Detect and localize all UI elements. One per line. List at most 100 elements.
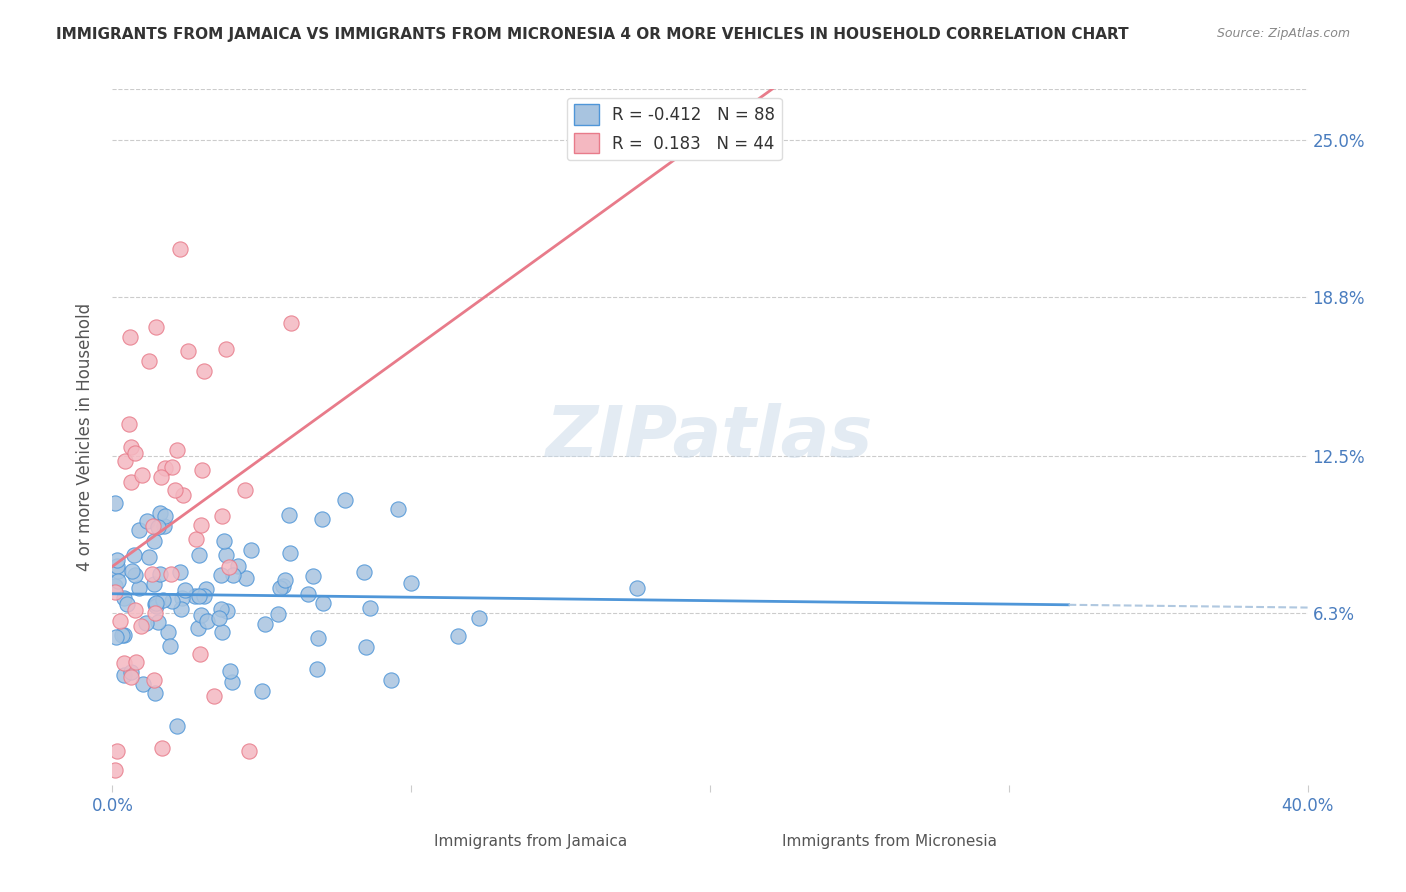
Point	[142, 576, 165, 591]
Point	[120, 670, 142, 684]
Point	[104, 763, 127, 777]
Point	[297, 587, 319, 601]
Point	[157, 624, 180, 639]
Point	[184, 532, 207, 546]
Point	[218, 560, 240, 574]
Point	[152, 592, 174, 607]
Point	[190, 647, 212, 661]
Point	[166, 719, 188, 733]
Point	[160, 460, 183, 475]
Point	[212, 534, 235, 549]
Point	[104, 496, 127, 510]
Point	[269, 581, 291, 595]
Point	[217, 604, 239, 618]
Text: Source: ZipAtlas.com: Source: ZipAtlas.com	[1216, 27, 1350, 40]
Point	[112, 591, 135, 606]
Point	[142, 519, 165, 533]
Point	[254, 616, 277, 631]
Point	[142, 673, 165, 688]
Point	[105, 558, 128, 573]
Point	[160, 593, 183, 607]
Point	[107, 574, 129, 588]
Point	[174, 583, 197, 598]
Point	[301, 568, 323, 582]
Point	[239, 542, 262, 557]
Y-axis label: 4 or more Vehicles in Household: 4 or more Vehicles in Household	[76, 303, 94, 571]
Point	[312, 596, 335, 610]
Point	[215, 548, 238, 562]
Point	[468, 611, 491, 625]
Point	[193, 590, 215, 604]
Point	[169, 242, 191, 256]
Point	[143, 685, 166, 699]
Point	[128, 581, 150, 595]
FancyBboxPatch shape	[447, 834, 477, 851]
Point	[399, 575, 422, 590]
Point	[278, 546, 301, 560]
Point	[105, 553, 128, 567]
Point	[169, 565, 191, 579]
Point	[333, 492, 356, 507]
Point	[209, 602, 232, 616]
Point	[104, 579, 127, 593]
Point	[114, 454, 136, 468]
Point	[277, 508, 299, 522]
Point	[190, 463, 212, 477]
Point	[155, 460, 177, 475]
Point	[177, 343, 200, 358]
Point	[118, 330, 141, 344]
Point	[187, 621, 209, 635]
Point	[195, 614, 218, 628]
Point	[190, 608, 212, 623]
FancyBboxPatch shape	[770, 834, 800, 851]
Point	[121, 564, 143, 578]
Point	[112, 656, 135, 670]
Point	[311, 511, 333, 525]
Point	[145, 599, 167, 613]
Point	[132, 676, 155, 690]
Point	[172, 488, 194, 502]
Text: ZIPatlas: ZIPatlas	[547, 402, 873, 472]
Point	[271, 579, 294, 593]
Point	[159, 639, 181, 653]
Point	[193, 364, 215, 378]
Point	[354, 640, 377, 654]
Point	[104, 584, 127, 599]
Point	[145, 319, 167, 334]
Point	[112, 667, 135, 681]
Point	[143, 606, 166, 620]
Point	[208, 611, 231, 625]
Point	[124, 446, 146, 460]
Point	[165, 483, 187, 498]
Point	[121, 475, 143, 490]
Point	[169, 602, 191, 616]
Point	[209, 568, 232, 582]
Point	[187, 548, 209, 562]
Point	[155, 508, 177, 523]
Point	[143, 597, 166, 611]
Point	[238, 744, 260, 758]
Point	[107, 564, 129, 578]
Point	[221, 675, 243, 690]
Point	[135, 615, 157, 630]
Point	[190, 517, 212, 532]
Point	[150, 740, 173, 755]
Point	[359, 600, 381, 615]
Point	[211, 508, 233, 523]
Point	[125, 655, 148, 669]
Point	[148, 506, 170, 520]
Point	[166, 443, 188, 458]
Point	[128, 523, 150, 537]
Text: Immigrants from Micronesia: Immigrants from Micronesia	[782, 834, 997, 848]
Point	[353, 565, 375, 579]
Point	[194, 582, 217, 596]
Point	[202, 689, 225, 703]
Point	[235, 571, 257, 585]
Point	[172, 591, 194, 605]
Point	[122, 548, 145, 562]
Point	[215, 342, 238, 356]
Point	[211, 625, 233, 640]
Point	[252, 683, 274, 698]
Point	[148, 615, 170, 629]
Point	[305, 662, 328, 676]
